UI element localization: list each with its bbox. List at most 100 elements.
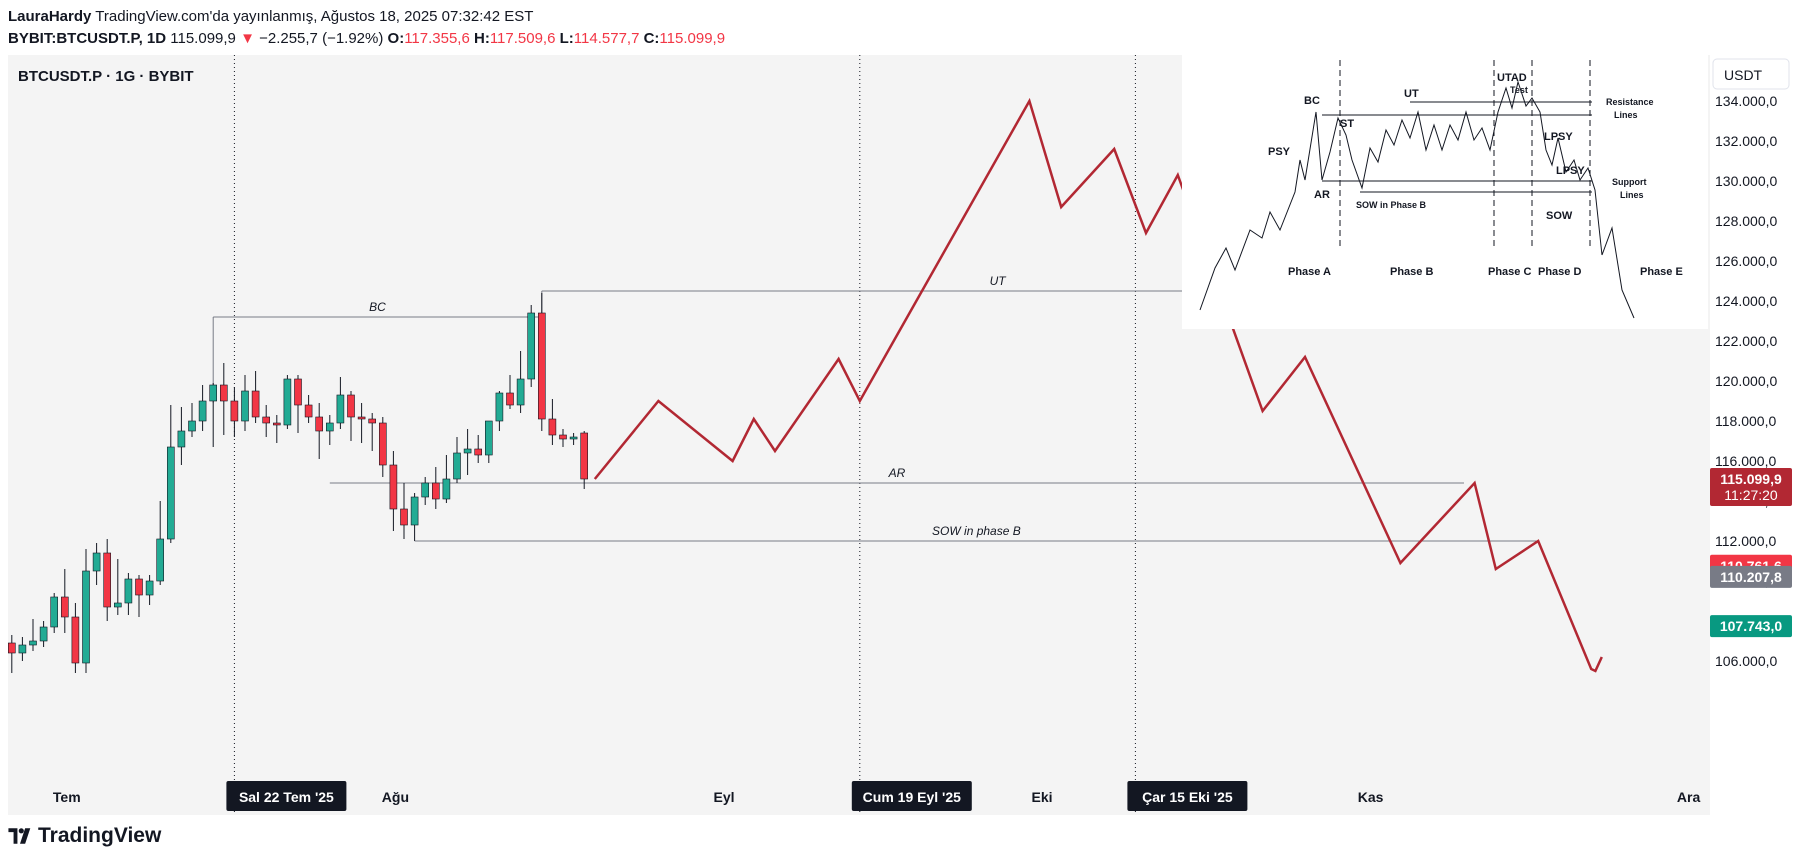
tradingview-logo[interactable]: TradingView bbox=[8, 824, 161, 848]
open-label: O: bbox=[387, 30, 405, 47]
candle-body[interactable] bbox=[294, 378, 302, 406]
candle-body[interactable] bbox=[527, 312, 536, 380]
candle-body[interactable] bbox=[569, 436, 578, 440]
low-label: L: bbox=[559, 30, 574, 47]
candle-body[interactable] bbox=[18, 644, 27, 654]
candle-body[interactable] bbox=[262, 416, 271, 424]
inset-label: Support bbox=[1612, 177, 1647, 187]
candle-body[interactable] bbox=[357, 416, 366, 420]
candle-body[interactable] bbox=[92, 552, 101, 572]
price-tag-label: 115.099,9 bbox=[1720, 471, 1782, 487]
candle-body[interactable] bbox=[304, 404, 313, 418]
candle-body[interactable] bbox=[389, 464, 398, 510]
candle-body[interactable] bbox=[283, 378, 292, 426]
x-tick-label: Ağu bbox=[382, 789, 409, 805]
candle-body[interactable] bbox=[325, 422, 334, 432]
candle-body[interactable] bbox=[103, 552, 111, 608]
candle-body[interactable] bbox=[421, 482, 430, 498]
x-highlight-label: Cum 19 Eyl '25 bbox=[863, 789, 961, 805]
candle-body[interactable] bbox=[548, 418, 557, 436]
inset-label: Phase B bbox=[1390, 266, 1433, 278]
open-value: 117.355,6 bbox=[404, 30, 470, 47]
candle-body[interactable] bbox=[188, 420, 196, 432]
y-tick-label: 122.000,0 bbox=[1715, 333, 1777, 349]
y-tick-label: 118.000,0 bbox=[1715, 413, 1776, 429]
candle-body[interactable] bbox=[135, 578, 143, 596]
down-arrow-icon: ▼ bbox=[240, 30, 255, 47]
y-tick-label: 124.000,0 bbox=[1715, 293, 1777, 309]
candle-body[interactable] bbox=[39, 626, 48, 642]
candle-body[interactable] bbox=[177, 430, 186, 448]
close-label: C: bbox=[643, 30, 660, 47]
candle-body[interactable] bbox=[368, 418, 377, 424]
candle-body[interactable] bbox=[198, 400, 207, 422]
currency-label: USDT bbox=[1724, 67, 1763, 83]
currency-box[interactable] bbox=[1712, 58, 1790, 90]
candle-body[interactable] bbox=[167, 446, 175, 540]
x-tick-label: Ara bbox=[1677, 789, 1701, 805]
candle-body[interactable] bbox=[220, 384, 228, 402]
candle-body[interactable] bbox=[156, 538, 164, 582]
candle-body[interactable] bbox=[60, 596, 69, 618]
price-tag-label: 110.207,8 bbox=[1720, 569, 1782, 585]
inset-label: UT bbox=[1404, 88, 1419, 100]
x-tick-label: Eki bbox=[1031, 789, 1052, 805]
candle-body[interactable] bbox=[82, 570, 90, 664]
candle-body[interactable] bbox=[241, 390, 249, 422]
chart-legend: BTCUSDT.P · 1G · BYBIT bbox=[18, 68, 194, 85]
candle-body[interactable] bbox=[537, 312, 546, 420]
x-tick-label: Kas bbox=[1358, 789, 1384, 805]
candle-body[interactable] bbox=[272, 422, 281, 426]
level-label: UT bbox=[990, 274, 1008, 288]
candle-body[interactable] bbox=[378, 422, 387, 466]
candle-body[interactable] bbox=[50, 596, 59, 628]
inset-label: Test bbox=[1510, 85, 1528, 95]
inset-label: PSY bbox=[1268, 146, 1291, 158]
candle-body[interactable] bbox=[251, 390, 260, 418]
low-value: 114.577,7 bbox=[573, 30, 640, 47]
candle-body[interactable] bbox=[495, 392, 504, 422]
candle-body[interactable] bbox=[506, 392, 514, 406]
candle-body[interactable] bbox=[442, 478, 451, 500]
candle-body[interactable] bbox=[29, 640, 37, 646]
inset-label: SOW in Phase B bbox=[1356, 200, 1427, 210]
candle-body[interactable] bbox=[516, 378, 525, 406]
x-highlight-box bbox=[226, 781, 347, 811]
inset-label: Phase D bbox=[1538, 266, 1581, 278]
close-value: 115.099,9 bbox=[659, 30, 726, 47]
candle-body[interactable] bbox=[145, 580, 154, 596]
price-tag[interactable] bbox=[1710, 565, 1792, 588]
candle-body[interactable] bbox=[474, 448, 483, 456]
candle-body[interactable] bbox=[453, 452, 461, 480]
price-tag[interactable] bbox=[1710, 615, 1792, 638]
y-tick-label: 116.000,0 bbox=[1715, 453, 1776, 469]
candle-body[interactable] bbox=[400, 508, 408, 526]
price-tag[interactable] bbox=[1710, 468, 1792, 507]
candle-body[interactable] bbox=[124, 578, 133, 604]
x-highlight-label: Çar 15 Eki '25 bbox=[1142, 789, 1233, 805]
candle-body[interactable] bbox=[336, 394, 345, 424]
author-name[interactable]: LauraHardy bbox=[8, 8, 92, 25]
projection-path[interactable] bbox=[593, 97, 1603, 673]
candle-body[interactable] bbox=[580, 432, 589, 480]
y-tick-label: 132.000,0 bbox=[1715, 133, 1777, 149]
inset-label: Resistance bbox=[1606, 97, 1654, 107]
candle-body[interactable] bbox=[431, 482, 440, 500]
candle-body[interactable] bbox=[484, 420, 493, 456]
candle-body[interactable] bbox=[8, 642, 16, 654]
candle-body[interactable] bbox=[463, 448, 472, 454]
y-tick-label: 134.000,0 bbox=[1715, 93, 1777, 109]
candle-body[interactable] bbox=[114, 602, 122, 608]
candle-body[interactable] bbox=[410, 496, 419, 526]
candle-body[interactable] bbox=[230, 400, 239, 422]
candle-body[interactable] bbox=[559, 434, 567, 440]
y-tick-label: 106.000,0 bbox=[1715, 653, 1777, 669]
inset-label: AR bbox=[1314, 189, 1330, 201]
candle-body[interactable] bbox=[71, 616, 80, 664]
candle-body[interactable] bbox=[209, 384, 217, 402]
candle-body[interactable] bbox=[347, 394, 355, 418]
level-label: BC bbox=[369, 300, 386, 314]
candle-body[interactable] bbox=[315, 416, 324, 432]
